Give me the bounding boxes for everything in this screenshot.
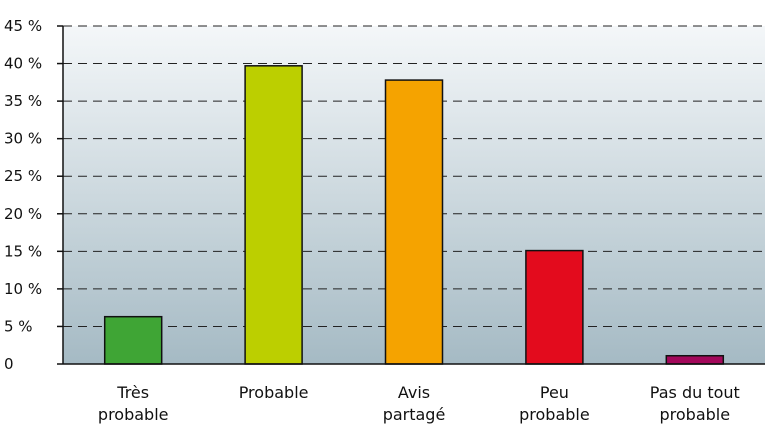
x-tick-label: Très [116,383,149,402]
x-tick-label: Probable [239,383,309,402]
x-tick-label: probable [98,405,169,424]
bar [384,79,444,365]
y-tick-label: 20 % [4,205,42,223]
bars [103,65,725,365]
x-tick-label: partagé [383,405,446,424]
y-tick-label: 40 % [4,55,42,73]
x-tick-label: Peu [540,383,569,402]
y-tick-label: 10 % [4,280,42,298]
x-tick-label: probable [519,405,590,424]
bar [665,354,725,365]
x-tick-label: probable [660,405,731,424]
y-axis-ticks: 0 5 % 10 % 15 % 20 % 25 % 30 % 35 % 40 % 45 % [4,17,63,373]
y-tick-label: 0 [4,355,14,373]
y-tick-label: 30 % [4,130,42,148]
y-tick-label: 45 % [4,17,42,35]
y-tick-label: 5 % [4,317,33,335]
bar [103,315,163,365]
x-axis-labels: Très probable Probable Avis partagé Peu probab… [98,383,740,424]
x-tick-label: Avis [398,383,430,402]
y-tick-label: 35 % [4,92,42,110]
y-tick-label: 15 % [4,242,42,260]
y-tick-label: 25 % [4,167,42,185]
x-tick-label: Pas du tout [650,383,740,402]
bar [525,249,584,365]
bar [244,65,303,365]
